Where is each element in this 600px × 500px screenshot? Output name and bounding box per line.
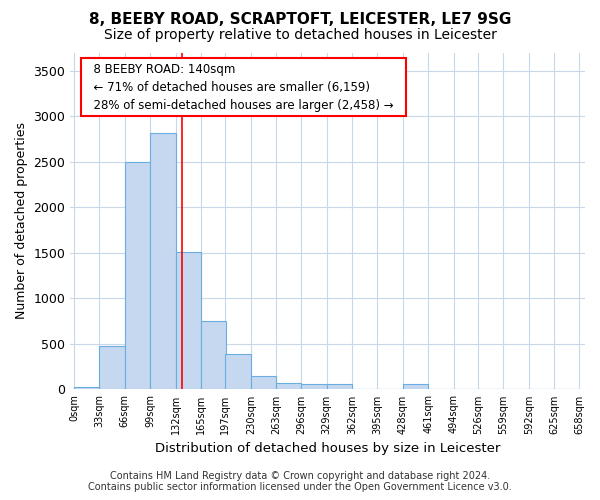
Text: 8, BEEBY ROAD, SCRAPTOFT, LEICESTER, LE7 9SG: 8, BEEBY ROAD, SCRAPTOFT, LEICESTER, LE7… [89,12,511,28]
Bar [251,376,276,390]
Text: Size of property relative to detached houses in Leicester: Size of property relative to detached ho… [104,28,496,42]
Bar [74,387,100,390]
Bar [100,346,125,390]
Bar [327,384,352,390]
Y-axis label: Number of detached properties: Number of detached properties [15,122,28,320]
Text: Contains HM Land Registry data © Crown copyright and database right 2024.
Contai: Contains HM Land Registry data © Crown c… [88,471,512,492]
Bar [176,252,201,390]
X-axis label: Distribution of detached houses by size in Leicester: Distribution of detached houses by size … [155,442,500,455]
Bar [301,384,327,390]
Bar [403,384,428,390]
Bar [226,354,251,390]
Bar [276,382,301,390]
Bar [201,321,226,390]
Bar [125,162,150,390]
Text: 8 BEEBY ROAD: 140sqm  
  ← 71% of detached houses are smaller (6,159)  
  28% of: 8 BEEBY ROAD: 140sqm ← 71% of detached h… [86,62,401,112]
Bar [150,132,176,390]
